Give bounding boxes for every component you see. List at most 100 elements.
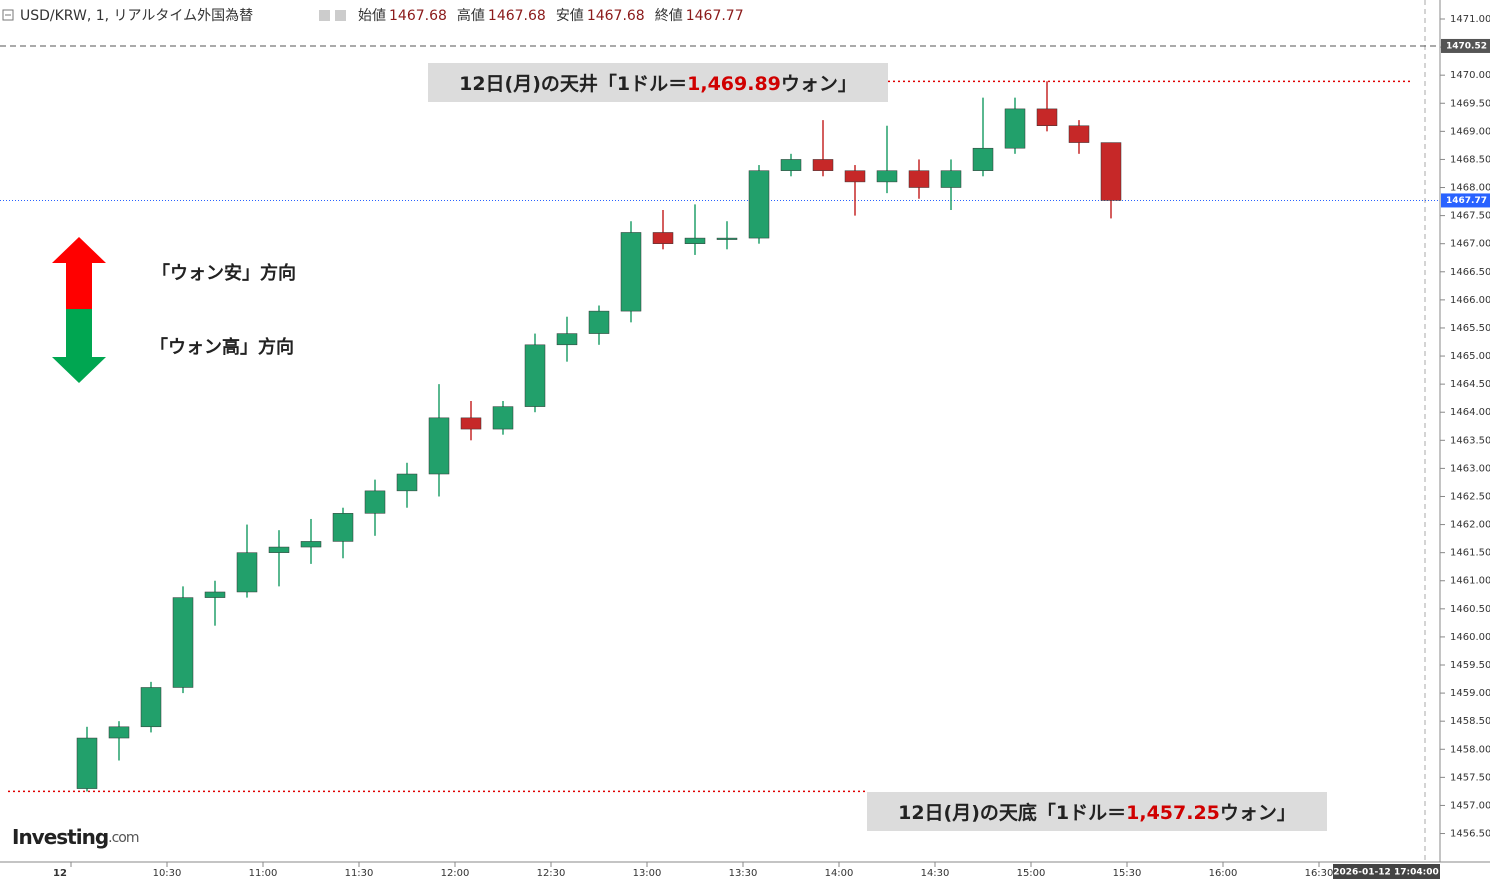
- callout-value: 1,457.25: [1126, 802, 1220, 824]
- ohlc-value: 1467.77: [686, 8, 744, 24]
- candle-body: [268, 546, 290, 553]
- callout-text: 12日(月)の天底「1ドル＝1,457.25ウォン」: [898, 801, 1296, 824]
- price-tag: [1441, 193, 1490, 208]
- ohlc-value: 1467.68: [389, 8, 447, 24]
- candle-body: [844, 170, 866, 183]
- x-tick-label: 16:00: [1209, 868, 1238, 879]
- callout-value: 1,469.89: [687, 73, 781, 95]
- candle-body: [780, 159, 802, 171]
- y-tick-label: 1467.00: [1450, 239, 1490, 250]
- y-tick-label: 1461.50: [1450, 548, 1490, 559]
- y-tick-label: 1468.00: [1450, 183, 1490, 194]
- callout-text: 12日(月)の天井「1ドル＝1,469.89ウォン」: [459, 72, 857, 95]
- x-tick-label: 14:30: [921, 868, 950, 879]
- candle-body: [396, 473, 418, 492]
- candle-body: [716, 237, 738, 240]
- candle-body: [1068, 125, 1090, 143]
- y-tick-label: 1458.00: [1450, 744, 1490, 755]
- callout-suffix: ウォン」: [781, 73, 857, 95]
- candle-body: [684, 237, 706, 244]
- down-arrow: [52, 309, 106, 383]
- ohlc-label: 安値: [556, 8, 584, 24]
- callout-box: [867, 792, 1327, 831]
- x-tick-label: 15:30: [1113, 868, 1142, 879]
- timestamp: 2026-01-12 17:04:00: [1333, 868, 1438, 878]
- y-tick-label: 1465.00: [1450, 351, 1490, 362]
- y-tick-label: 1456.50: [1450, 829, 1490, 840]
- direction-label: 「ウォン安」方向: [152, 262, 296, 284]
- candle-body: [876, 170, 898, 183]
- x-tick-label: 13:30: [729, 868, 758, 879]
- price-tag-label: 1467.77: [1446, 196, 1487, 206]
- candle-body: [364, 490, 386, 514]
- x-tick-label: 11:30: [345, 868, 374, 879]
- callout-suffix: ウォン」: [1220, 802, 1296, 824]
- candle-body: [1100, 142, 1122, 201]
- callout-box: [428, 63, 888, 102]
- y-tick-label: 1457.00: [1450, 800, 1490, 811]
- candle-body: [972, 147, 994, 171]
- logo: Investing.com: [12, 825, 139, 849]
- x-tick-label: 10:30: [153, 868, 182, 879]
- candle-body: [524, 344, 546, 407]
- candle-body: [556, 333, 578, 346]
- y-tick-label: 1466.50: [1450, 267, 1490, 278]
- logo-suffix: .com: [108, 830, 139, 846]
- x-tick-label: 15:00: [1017, 868, 1046, 879]
- candle-body: [588, 310, 610, 334]
- y-tick-label: 1469.50: [1450, 98, 1490, 109]
- x-tick-label: 16:30: [1305, 868, 1334, 879]
- x-tick-label: 11:00: [249, 868, 278, 879]
- ohlc-header: 始値 1467.68 高値 1467.68 安値 1467.68 終値 1467.77: [358, 7, 744, 24]
- y-tick-label: 1462.00: [1450, 520, 1490, 531]
- price-tag: [1441, 38, 1490, 53]
- price-tag-label: 1470.52: [1446, 41, 1487, 51]
- callout-prefix: 12日(月)の天井「1ドル＝: [459, 72, 687, 95]
- y-tick-label: 1460.00: [1450, 632, 1490, 643]
- y-tick-label: 1463.00: [1450, 463, 1490, 474]
- logo-text: Investing: [12, 825, 108, 849]
- candle-body: [812, 159, 834, 171]
- x-tick-label: 14:00: [825, 868, 854, 879]
- candle-body: [1004, 108, 1026, 149]
- visibility-icon[interactable]: [319, 10, 330, 21]
- ohlc-label: 終値: [655, 8, 683, 24]
- collapse-icon[interactable]: [2, 9, 14, 21]
- symbol-title: USD/KRW, 1, リアルタイム外国為替: [20, 8, 253, 24]
- ohlc-value: 1467.68: [587, 8, 645, 24]
- candle-body: [204, 591, 226, 598]
- candle-body: [108, 726, 130, 739]
- y-tick-label: 1458.50: [1450, 716, 1490, 727]
- y-tick-label: 1464.50: [1450, 379, 1490, 390]
- candle-body: [620, 232, 642, 312]
- x-tick-label: 12:00: [441, 868, 470, 879]
- y-tick-label: 1460.50: [1450, 604, 1490, 615]
- y-tick-label: 1470.00: [1450, 70, 1490, 81]
- y-tick-label: 1462.50: [1450, 491, 1490, 502]
- y-tick-label: 1466.00: [1450, 295, 1490, 306]
- candle-body: [1036, 108, 1058, 126]
- y-tick-label: 1461.00: [1450, 576, 1490, 587]
- candle-body: [908, 170, 930, 188]
- x-tick-label: 12: [53, 868, 67, 879]
- candle-body: [492, 406, 514, 430]
- y-tick-label: 1464.00: [1450, 407, 1490, 418]
- ohlc-value: 1467.68: [488, 8, 546, 24]
- callout-prefix: 12日(月)の天底「1ドル＝: [898, 801, 1126, 824]
- up-arrow: [52, 237, 106, 309]
- y-tick-label: 1465.50: [1450, 323, 1490, 334]
- x-tick-label: 13:00: [633, 868, 662, 879]
- y-tick-label: 1459.00: [1450, 688, 1490, 699]
- candle-body: [236, 552, 258, 593]
- settings-icon[interactable]: [335, 10, 346, 21]
- y-tick-label: 1468.50: [1450, 154, 1490, 165]
- y-tick-label: 1463.50: [1450, 435, 1490, 446]
- y-tick-label: 1467.50: [1450, 211, 1490, 222]
- x-tick-label: 12:30: [537, 868, 566, 879]
- candle-body: [332, 513, 354, 542]
- timestamp-box: [1333, 864, 1440, 879]
- candle-body: [748, 170, 770, 239]
- y-tick-label: 1471.00: [1450, 14, 1490, 25]
